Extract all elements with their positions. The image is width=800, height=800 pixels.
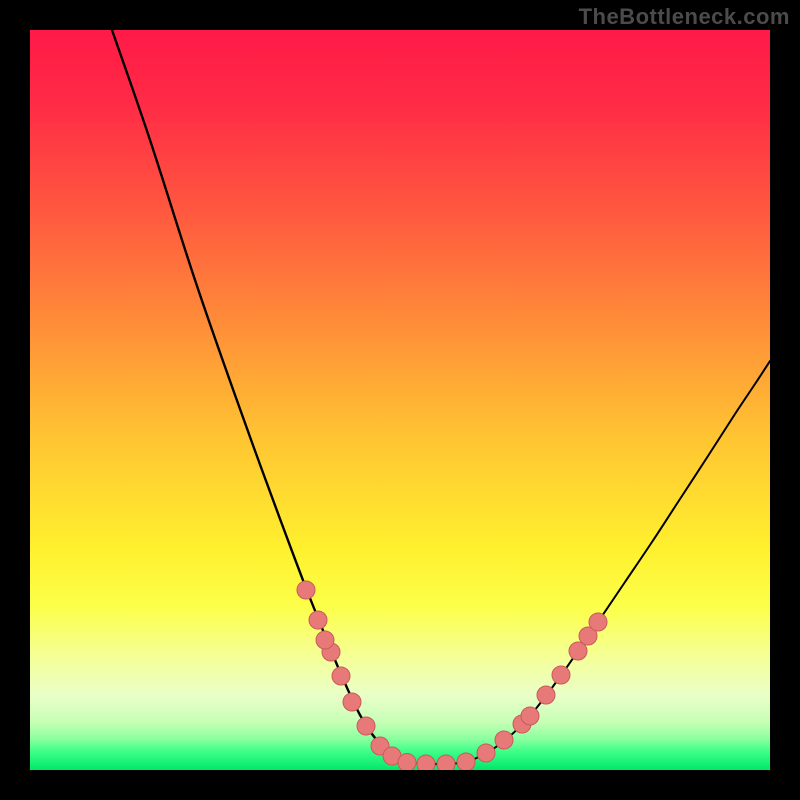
data-point xyxy=(537,686,555,704)
data-point xyxy=(357,717,375,735)
watermark-text: TheBottleneck.com xyxy=(579,4,790,30)
data-point xyxy=(398,754,416,772)
data-point xyxy=(316,631,334,649)
gradient-plot-area xyxy=(30,30,770,770)
data-point xyxy=(417,755,435,773)
data-point xyxy=(343,693,361,711)
data-point xyxy=(521,707,539,725)
data-point xyxy=(457,753,475,771)
data-point xyxy=(332,667,350,685)
data-point xyxy=(589,613,607,631)
data-point xyxy=(437,755,455,773)
data-point xyxy=(309,611,327,629)
data-point xyxy=(552,666,570,684)
data-point xyxy=(495,731,513,749)
chart-frame: TheBottleneck.com xyxy=(0,0,800,800)
data-point xyxy=(477,744,495,762)
data-point xyxy=(297,581,315,599)
bottleneck-curve-chart xyxy=(0,0,800,800)
